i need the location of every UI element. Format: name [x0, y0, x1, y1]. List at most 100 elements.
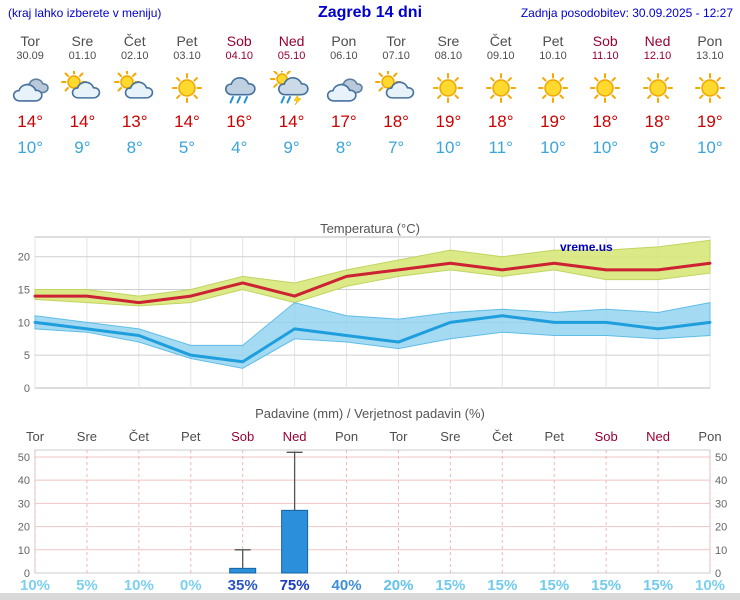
day-date: 13.10 [696, 50, 724, 62]
y-tick-label-right: 10 [715, 545, 727, 557]
min-temp-line [33, 314, 712, 364]
temperature-chart-title: Temperatura (°C) [320, 221, 420, 236]
day-name: Tor [20, 33, 40, 49]
day-column: Sob 04.10 16° 4° [213, 34, 265, 157]
day-date: 04.10 [225, 50, 254, 62]
day-column: Pet 03.10 14° 5° [161, 34, 213, 157]
day-date: 07.10 [382, 50, 410, 62]
day-date: 12.10 [643, 50, 672, 62]
cloudy-icon [4, 71, 56, 105]
max-temperature: 17° [330, 112, 357, 131]
min-temperature: 4° [231, 138, 248, 157]
y-tick-label: 0 [24, 383, 30, 395]
temperature-chart: 0 5 10 15 20 vreme.us [18, 236, 712, 395]
day-name: Pet [176, 33, 198, 49]
precip-probability: 15% [539, 577, 570, 594]
day-date: 10.10 [539, 50, 567, 62]
thunder-showers-icon [265, 71, 317, 105]
max-temperature: 18° [644, 112, 671, 131]
day-name: Sre [437, 33, 460, 49]
y-tick-label-right: 20 [715, 522, 727, 534]
day-column: Ned 12.10 18° 9° [631, 34, 683, 157]
max-temperature: 19° [696, 112, 723, 131]
precip-day-label: Sob [594, 429, 618, 444]
precip-day-label: Ned [282, 429, 307, 444]
day-date: 08.10 [434, 50, 463, 62]
day-column: Sob 11.10 18° 10° [579, 34, 631, 157]
day-column: Ned 05.10 14° 9° [265, 34, 317, 157]
max-temperature: 14° [69, 112, 96, 131]
page-title: Zagreb 14 dni [317, 4, 423, 21]
precip-probability: 15% [487, 577, 518, 594]
y-tick-label-right: 40 [715, 475, 727, 487]
day-date: 30.09 [16, 50, 44, 62]
precip-day-label: Pet [544, 429, 564, 444]
day-name: Pon [697, 33, 723, 49]
day-name: Pon [331, 33, 357, 49]
y-tick-label: 10 [18, 317, 30, 329]
min-temperature: 10° [435, 138, 462, 157]
day-column: Sre 08.10 19° 10° [422, 34, 474, 157]
y-tick-label-left: 20 [18, 522, 30, 534]
precipitation-day-labels: Tor Sre Čet Pet Sob Ned Pon Tor Sre Čet Pet Sob Ned P… [0, 429, 740, 445]
precip-day-label: Ned [646, 429, 670, 444]
location-hint: (kraj lahko izberete v meniju) [8, 6, 162, 20]
max-temperature: 16° [226, 112, 253, 131]
precipitation-chart-title: Padavine (mm) / Verjetnost padavin (%) [255, 406, 485, 421]
day-name: Sre [71, 33, 94, 49]
max-temperature: 18° [592, 112, 619, 131]
precip-day-label: Tor [25, 429, 45, 444]
precip-probability: 15% [591, 577, 622, 594]
max-temperature: 19° [540, 112, 566, 131]
day-date: 01.10 [68, 50, 97, 62]
min-temperature: 10° [696, 138, 723, 157]
precip-probability: 15% [435, 577, 466, 594]
precip-day-label: Pet [181, 429, 201, 444]
footer-strip [0, 593, 740, 600]
max-temperature: 14° [278, 112, 305, 131]
day-date: 03.10 [173, 50, 201, 62]
precip-day-label: Sob [231, 429, 255, 444]
rain-icon [213, 71, 265, 105]
day-name: Tor [386, 33, 406, 49]
min-temperature: 10° [592, 138, 619, 157]
precip-day-label: Tor [389, 429, 408, 444]
y-tick-label-left: 40 [18, 475, 30, 487]
sunny-icon [161, 71, 213, 105]
day-date: 06.10 [330, 50, 358, 62]
min-temperature: 11° [488, 138, 513, 157]
sunny-icon [684, 71, 736, 105]
min-temperature: 7° [387, 138, 405, 157]
day-column: Tor 07.10 18° 7° [370, 34, 422, 157]
y-tick-label-right: 50 [715, 452, 727, 464]
precip-day-label: Čet [492, 429, 513, 444]
max-temperature: 18° [487, 112, 514, 131]
partly-cloudy-icon [109, 71, 161, 105]
precip-probability: 0% [179, 577, 202, 594]
min-temperature: 9° [283, 138, 300, 157]
day-date: 11.10 [591, 50, 619, 62]
day-column: Tor 30.09 14° 10° [4, 34, 56, 157]
day-column: Čet 02.10 13° 8° [109, 34, 161, 157]
precipitation-probability-row: 10% 5% 10% 0% 35% 75% 40% 20% 15% 15% 15% 15% 15% 10% [0, 577, 740, 594]
day-name: Ned [644, 33, 671, 49]
precip-day-label: Čet [128, 429, 149, 444]
partly-cloudy-icon [370, 71, 422, 105]
day-column: Pet 10.10 19° 10° [527, 34, 579, 157]
precip-probability: 10% [694, 577, 726, 594]
precip-day-label: Pon [334, 429, 359, 444]
day-date: 09.10 [486, 50, 515, 62]
day-name: Pet [542, 33, 564, 49]
sunny-icon [475, 71, 527, 105]
precip-probability: 10% [123, 577, 154, 594]
day-name: Sob [226, 33, 252, 49]
y-tick-label-left: 10 [18, 545, 30, 557]
forecast-days-row: Tor 30.09 14° 10° Sre 01.10 14° 9° Čet 02.10 13° 8°… [4, 34, 736, 157]
max-temperature: 14° [17, 112, 43, 131]
precip-probability: 10% [19, 577, 51, 594]
y-tick-label: 15 [18, 285, 30, 297]
y-tick-label-right: 0 [715, 568, 721, 580]
min-temperature: 9° [74, 138, 91, 157]
min-temperature: 8° [126, 138, 143, 157]
precip-day-label: Pon [698, 429, 722, 444]
